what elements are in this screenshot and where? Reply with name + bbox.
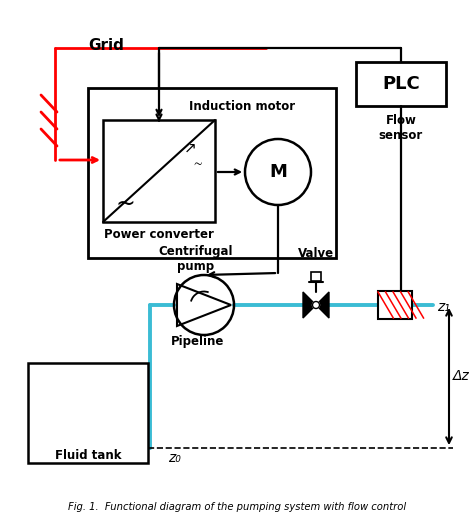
Text: Pipeline: Pipeline [171, 335, 225, 348]
Bar [356, 62, 446, 106]
Text: Centrifugal
pump: Centrifugal pump [159, 245, 233, 273]
Text: Power converter: Power converter [104, 228, 214, 241]
Text: Fluid tank: Fluid tank [55, 449, 121, 462]
Text: PLC: PLC [382, 75, 420, 93]
Circle shape [312, 302, 319, 309]
Text: Valve: Valve [298, 247, 334, 260]
Text: $\mathcal{\sim}$: $\mathcal{\sim}$ [191, 156, 203, 168]
Text: z₀: z₀ [168, 451, 181, 465]
Bar [28, 363, 148, 463]
Text: z₁: z₁ [437, 300, 450, 314]
Text: Flow
sensor: Flow sensor [379, 114, 423, 142]
Text: ~: ~ [115, 192, 135, 216]
Bar [88, 88, 336, 258]
Text: Δz: Δz [453, 370, 470, 383]
Bar [103, 120, 215, 222]
Text: Grid: Grid [88, 38, 124, 53]
Text: Induction motor: Induction motor [189, 100, 295, 113]
Text: M: M [269, 163, 287, 181]
Text: Fig. 1.  Functional diagram of the pumping system with flow control: Fig. 1. Functional diagram of the pumpin… [68, 502, 406, 512]
Bar [378, 291, 412, 319]
Bar [311, 272, 321, 281]
Text: $\nearrow$: $\nearrow$ [181, 140, 197, 156]
Polygon shape [303, 292, 316, 318]
Polygon shape [316, 292, 329, 318]
